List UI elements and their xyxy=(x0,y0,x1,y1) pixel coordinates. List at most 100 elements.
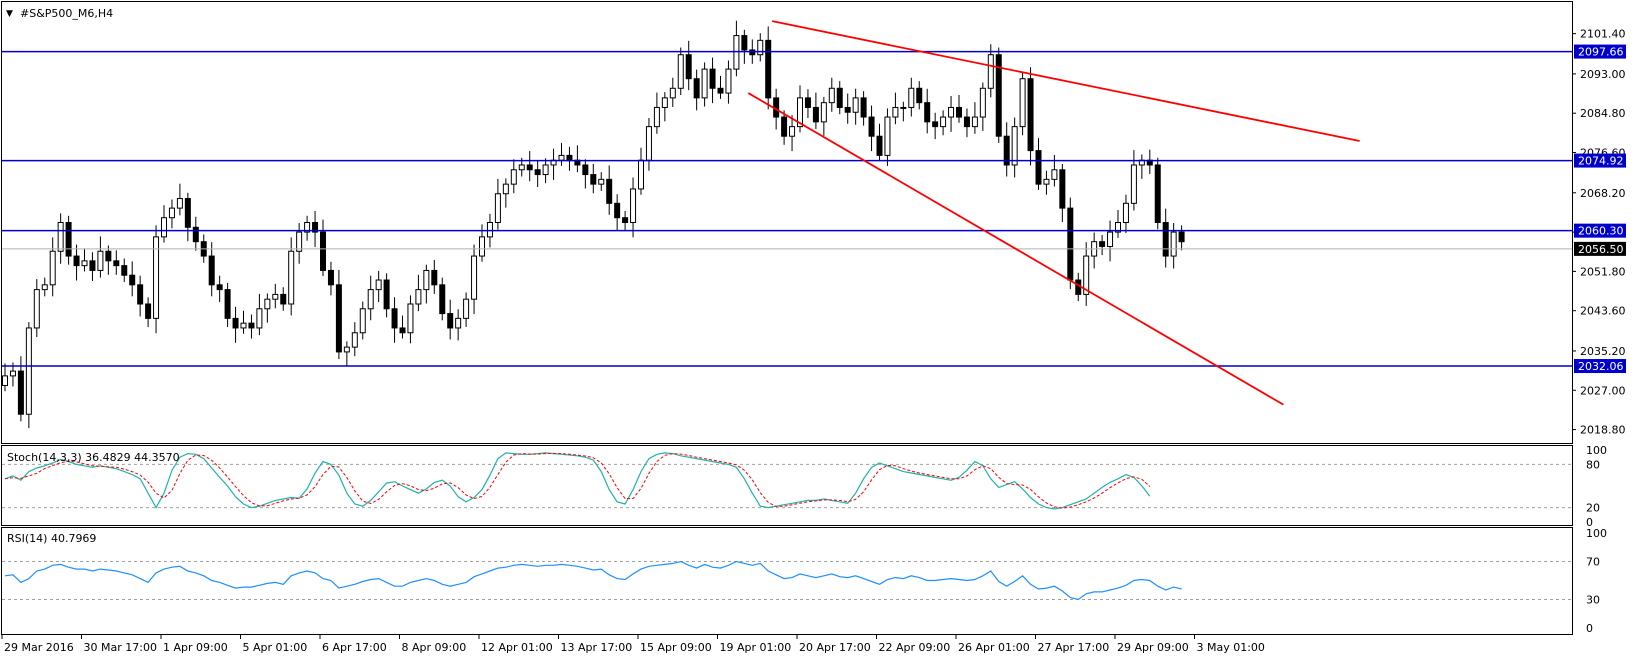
candle-body-down xyxy=(73,255,80,267)
trendlines[interactable] xyxy=(747,20,1360,406)
candle-body-up xyxy=(669,87,676,99)
candle-body-up xyxy=(494,193,501,224)
level-tag-label: 2060.30 xyxy=(1578,225,1624,238)
time-tick-label: 29 Mar 2016 xyxy=(4,641,74,654)
trendline[interactable] xyxy=(747,92,1284,406)
candle-body-up xyxy=(797,97,803,128)
indicator-level-label: 80 xyxy=(1586,458,1600,471)
candle-body-up xyxy=(677,54,684,89)
time-tick-label: 8 Apr 09:00 xyxy=(402,641,467,654)
horizontal-levels[interactable] xyxy=(2,50,1572,367)
candle-body-down xyxy=(184,198,191,228)
candle-body-up xyxy=(463,298,470,319)
time-tick-label: 19 Apr 01:00 xyxy=(720,641,792,654)
stoch-plot-frame xyxy=(1,445,1573,526)
candle-body-up xyxy=(1083,255,1090,295)
candle-body-up xyxy=(41,284,48,291)
candle-body-up xyxy=(892,106,899,118)
candle-body-up xyxy=(1011,126,1018,166)
candle-body-up xyxy=(558,154,565,161)
indicator-level-label: 70 xyxy=(1586,556,1600,569)
indicator-level-label: 20 xyxy=(1586,502,1600,515)
candle-body-down xyxy=(685,54,692,80)
candle-body-down xyxy=(399,327,406,334)
candle-body-up xyxy=(359,308,366,334)
stoch-signal-line xyxy=(4,452,1151,509)
current-price-label: 2056.50 xyxy=(1578,243,1624,256)
candle-body-down xyxy=(320,231,326,271)
candle-body-down xyxy=(1027,78,1034,152)
candle-body-up xyxy=(367,289,374,310)
candle-body-up xyxy=(304,222,311,233)
candle-body-up xyxy=(510,169,517,185)
candle-body-up xyxy=(471,255,478,300)
level-tag xyxy=(1574,223,1626,238)
candle-body-up xyxy=(407,303,414,334)
candle-body-down xyxy=(868,116,875,137)
candle-body-down xyxy=(447,313,454,329)
candle-body-up xyxy=(455,317,462,329)
candle-body-up xyxy=(415,289,422,305)
price-tick-label: 2035.20 xyxy=(1580,345,1626,358)
candle-body-up xyxy=(1115,222,1121,233)
time-tick-label: 27 Apr 17:00 xyxy=(1038,641,1110,654)
candle-body-down xyxy=(145,303,152,319)
candle-body-down xyxy=(1178,231,1185,243)
price-tick-label: 2043.60 xyxy=(1580,305,1626,318)
level-tag-label: 2097.66 xyxy=(1578,46,1624,59)
candle-body-up xyxy=(518,164,525,171)
candle-body-up xyxy=(820,102,827,123)
candle-body-down xyxy=(439,284,446,315)
candle-body-up xyxy=(948,106,955,118)
candle-body-down xyxy=(804,97,811,108)
candle-body-down xyxy=(1003,135,1010,166)
trendline[interactable] xyxy=(771,20,1360,142)
candle-body-down xyxy=(606,178,613,204)
time-tick-label: 30 Mar 17:00 xyxy=(84,641,157,654)
candle-body-up xyxy=(1130,164,1137,204)
candlestick-series xyxy=(2,20,1185,429)
price-tick-label: 2068.20 xyxy=(1580,187,1626,200)
candle-body-up xyxy=(49,250,56,286)
level-tag-label: 2032.06 xyxy=(1578,360,1624,373)
candle-body-down xyxy=(812,106,819,123)
rsi-plot-frame xyxy=(1,527,1573,635)
candle-body-up xyxy=(2,375,8,386)
price-tick-label: 2051.80 xyxy=(1580,265,1626,278)
candle-body-down xyxy=(65,222,72,257)
main-plot-frame xyxy=(1,1,1573,444)
candle-body-down xyxy=(431,269,438,286)
candle-body-down xyxy=(1035,150,1042,185)
candle-body-down xyxy=(709,68,716,89)
candle-body-down xyxy=(916,87,923,104)
candle-body-up xyxy=(733,35,740,70)
rsi-panel: 100 70 30 0 xyxy=(2,527,1607,635)
rsi-label: RSI(14) 40.7969 xyxy=(7,532,96,545)
time-tick-label: 22 Apr 09:00 xyxy=(879,641,951,654)
chart-menu-arrow-icon[interactable]: ▼ xyxy=(6,9,13,19)
candle-body-down xyxy=(17,370,24,415)
current-price-tag xyxy=(1574,241,1626,256)
price-tick-label: 2027.00 xyxy=(1580,384,1626,397)
level-tag xyxy=(1574,359,1626,374)
stoch-label: Stoch(14,3,3) 36.4829 44.3570 xyxy=(7,451,180,464)
time-tick-label: 20 Apr 17:00 xyxy=(799,641,871,654)
candle-body-down xyxy=(312,222,319,233)
candle-body-up xyxy=(81,260,88,267)
indicator-level-label: 0 xyxy=(1586,622,1593,635)
level-tag xyxy=(1574,153,1626,168)
candle-body-down xyxy=(995,54,1002,137)
candle-body-down xyxy=(1162,222,1169,257)
candle-body-down xyxy=(566,154,573,161)
candle-body-down xyxy=(963,116,970,128)
indicator-level-label: 30 xyxy=(1586,594,1600,607)
candle-body-down xyxy=(932,121,939,128)
price-tick-label: 2093.00 xyxy=(1580,68,1626,81)
time-tick-label: 29 Apr 09:00 xyxy=(1117,641,1189,654)
candle-body-up xyxy=(598,178,605,185)
candle-body-up xyxy=(1051,169,1058,180)
indicator-level-label: 100 xyxy=(1586,527,1607,540)
time-tick-label: 5 Apr 01:00 xyxy=(243,641,308,654)
